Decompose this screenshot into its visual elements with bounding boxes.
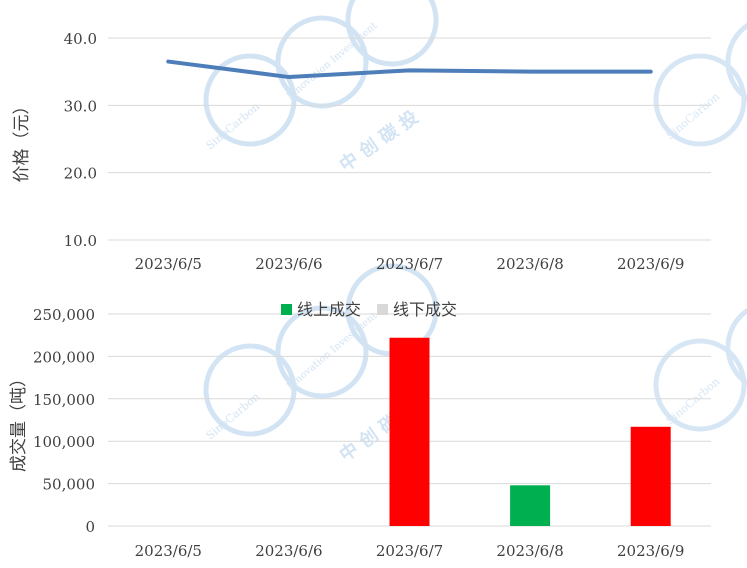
price-series-line <box>166 59 653 80</box>
price-y-tick-label: 30.0 <box>64 97 97 115</box>
volume-x-tick-label: 2023/6/5 <box>135 542 202 560</box>
price-x-tick-label: 2023/6/5 <box>135 255 202 273</box>
volume-y-tick-label: 200,000 <box>33 348 95 366</box>
volume-x-tick-label: 2023/6/9 <box>617 542 684 560</box>
legend-swatch-offline <box>377 304 388 315</box>
price-y-axis-label: 价格（元） <box>12 98 32 183</box>
volume-bar <box>630 426 671 526</box>
price-x-ticks: 2023/6/5 2023/6/6 2023/6/7 2023/6/8 2023/6/9 <box>135 255 685 273</box>
legend-label-online: 线上成交 <box>297 300 361 319</box>
volume-y-ticks: 0 50,000 100,000 150,000 200,000 250,000 <box>33 306 95 536</box>
volume-y-axis-label: 成交量（吨） <box>9 370 29 472</box>
volume-legend: 线上成交 线下成交 <box>281 300 457 319</box>
price-y-tick-label: 20.0 <box>64 165 97 183</box>
volume-bar-chart: 0 50,000 100,000 150,000 200,000 250,000 2023… <box>9 300 711 560</box>
volume-bars <box>389 337 671 526</box>
price-x-tick-label: 2023/6/7 <box>376 255 443 273</box>
price-y-ticks: 10.0 20.0 30.0 40.0 <box>64 30 97 250</box>
volume-y-tick-label: 250,000 <box>33 306 95 324</box>
price-x-tick-label: 2023/6/8 <box>496 255 563 273</box>
volume-x-tick-label: 2023/6/8 <box>496 542 563 560</box>
volume-x-tick-label: 2023/6/7 <box>376 542 443 560</box>
volume-y-tick-label: 0 <box>85 518 95 536</box>
price-y-tick-label: 40.0 <box>64 30 97 48</box>
price-line-chart: 10.020.030.040.0 2023/6/5 2023/6/6 2023/6/… <box>12 30 711 273</box>
volume-bar <box>389 337 430 526</box>
price-x-tick-label: 2023/6/9 <box>617 255 684 273</box>
legend-label-offline: 线下成交 <box>393 300 457 319</box>
legend-swatch-online <box>281 304 292 315</box>
volume-x-ticks: 2023/6/5 2023/6/6 2023/6/7 2023/6/8 2023/6/9 <box>135 542 685 560</box>
price-grid <box>108 37 711 241</box>
price-y-tick-label: 10.0 <box>64 232 97 250</box>
volume-y-tick-label: 100,000 <box>33 433 95 451</box>
volume-y-tick-label: 50,000 <box>43 476 96 494</box>
volume-bar <box>510 485 551 526</box>
volume-x-tick-label: 2023/6/6 <box>255 542 322 560</box>
price-x-tick-label: 2023/6/6 <box>255 255 322 273</box>
volume-y-tick-label: 150,000 <box>33 391 95 409</box>
